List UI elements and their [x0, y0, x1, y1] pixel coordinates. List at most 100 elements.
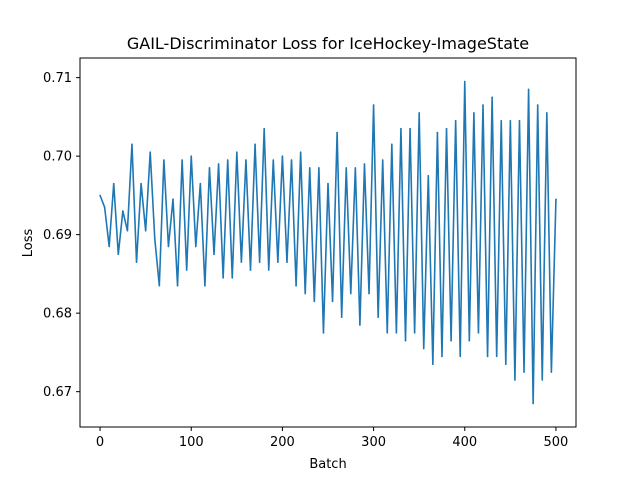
data-point [108, 245, 110, 248]
data-point [153, 237, 156, 240]
data-point [363, 163, 366, 165]
x-axis-title: Batch [309, 457, 346, 472]
data-point [432, 363, 434, 365]
data-point [286, 261, 288, 263]
data-point [340, 316, 343, 318]
x-tick-label: 200 [270, 435, 295, 450]
y-axis: 0.67 0.68 0.69 0.70 0.71 [43, 71, 80, 400]
data-point [304, 292, 307, 295]
data-point [441, 355, 443, 358]
data-point [495, 355, 498, 358]
data-point [395, 331, 398, 334]
data-point [172, 198, 174, 201]
data-point [185, 269, 188, 271]
x-tick-label: 400 [452, 435, 477, 450]
data-point [345, 167, 348, 169]
data-point [158, 284, 161, 287]
data-point [372, 104, 375, 106]
data-point [117, 253, 120, 256]
data-point [308, 167, 311, 169]
data-point [126, 229, 129, 232]
data-point [331, 300, 334, 303]
data-point [322, 331, 325, 334]
chart-title: GAIL-Discriminator Loss for IceHockey-Im… [127, 34, 529, 53]
data-point [122, 210, 124, 212]
y-tick-label: 0.71 [43, 71, 72, 86]
data-point [468, 339, 471, 342]
data-point [222, 277, 224, 279]
data-point [258, 261, 261, 263]
data-point [299, 151, 302, 154]
data-point [450, 339, 452, 342]
data-point [327, 182, 329, 185]
data-point [377, 316, 379, 318]
data-point [359, 324, 361, 326]
data-point [281, 155, 284, 157]
data-point [290, 159, 293, 161]
data-point [194, 245, 197, 248]
data-point [514, 379, 516, 381]
data-point [190, 155, 193, 157]
x-tick-label: 0 [96, 435, 104, 450]
data-point [140, 182, 142, 185]
data-point [217, 163, 220, 165]
data-point [236, 151, 238, 154]
data-point [272, 159, 275, 161]
y-tick-label: 0.67 [43, 385, 72, 400]
data-point [263, 127, 265, 130]
data-point [418, 112, 420, 114]
data-point [231, 277, 234, 279]
data-point [486, 355, 489, 358]
data-point [381, 159, 384, 161]
data-point [409, 127, 411, 130]
x-tick-label: 100 [179, 435, 204, 450]
data-point [532, 402, 534, 405]
data-point [149, 151, 152, 154]
data-point [555, 198, 557, 201]
data-point [518, 120, 521, 122]
data-point [313, 300, 316, 303]
y-tick-label: 0.69 [43, 228, 72, 243]
data-point [354, 167, 357, 169]
data-point [176, 284, 179, 287]
data-point [523, 371, 525, 373]
data-point [167, 245, 170, 248]
data-point [541, 379, 544, 381]
data-point [163, 159, 165, 161]
data-point [336, 131, 338, 134]
data-point [318, 167, 320, 169]
data-point [400, 127, 402, 130]
y-tick-label: 0.70 [43, 150, 72, 165]
data-point [477, 331, 480, 334]
plot-area [99, 80, 557, 405]
data-point [536, 104, 539, 106]
x-tick-label: 300 [361, 435, 386, 450]
data-point [249, 269, 252, 271]
data-point [208, 167, 211, 169]
data-point [204, 284, 206, 287]
data-point [482, 104, 484, 106]
data-point [368, 292, 370, 295]
data-point [509, 120, 512, 122]
data-point [527, 88, 530, 91]
data-point [181, 159, 183, 161]
data-point [240, 261, 243, 263]
plot-frame [79, 57, 577, 428]
data-point [386, 331, 389, 334]
data-point [436, 131, 439, 134]
data-point [295, 284, 297, 287]
data-point [131, 143, 133, 146]
data-point [112, 182, 115, 185]
data-point [463, 80, 466, 83]
data-point [226, 159, 229, 161]
data-point [454, 120, 457, 122]
data-point [550, 371, 553, 373]
x-axis: 0 100 200 300 400 500 [96, 427, 568, 450]
data-point [213, 253, 215, 256]
data-point [199, 182, 202, 185]
data-point [445, 127, 448, 130]
data-point [473, 112, 475, 114]
data-point [135, 261, 138, 263]
data-point [245, 159, 247, 161]
x-tick-label: 500 [544, 435, 569, 450]
